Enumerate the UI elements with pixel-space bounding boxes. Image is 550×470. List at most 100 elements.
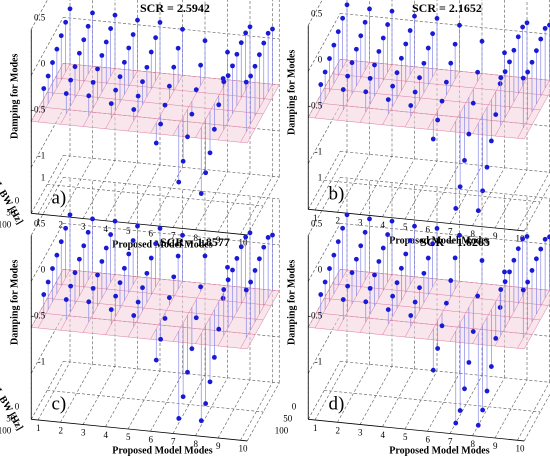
data-point (58, 239, 64, 245)
data-point (380, 35, 386, 41)
y-tick-label: -1 (38, 150, 46, 160)
x-tick-label: 3 (81, 428, 86, 438)
data-point (193, 315, 199, 321)
data-point (131, 313, 137, 318)
data-point (270, 232, 275, 238)
x-tick-label: 2 (59, 425, 64, 435)
data-point (363, 299, 369, 305)
data-point (225, 277, 231, 283)
data-point (135, 223, 140, 229)
data-point (225, 49, 230, 55)
data-point (480, 407, 486, 413)
chart-title: SCR = 1.8577 (160, 235, 230, 249)
data-point (252, 268, 258, 273)
data-point (252, 63, 258, 69)
floor-gridline (427, 163, 460, 222)
data-point (90, 10, 95, 16)
x-axis-label: Proposed Model Modes (112, 239, 212, 250)
data-point (256, 52, 262, 58)
data-point (407, 238, 413, 243)
data-point (434, 226, 440, 231)
data-point (430, 241, 436, 247)
back-wall-gridline (63, 223, 280, 246)
x-tick-label: 7 (448, 437, 453, 447)
x-axis-line (31, 212, 248, 236)
data-point (265, 30, 271, 36)
data-point (247, 24, 253, 30)
data-point (529, 268, 535, 273)
data-point (216, 326, 222, 332)
x-tick-label: 5 (126, 226, 131, 236)
data-point (76, 50, 82, 56)
x-axis-label: Proposed Model Modes (389, 235, 489, 246)
floor-gridline (427, 373, 460, 432)
data-point (113, 87, 119, 93)
data-point (480, 188, 486, 194)
data-point (121, 265, 127, 271)
back-wall-gridline (63, 361, 280, 384)
floor-gridline (517, 172, 550, 231)
data-point (403, 251, 409, 257)
data-point (157, 20, 163, 25)
x-tick-label: 2 (59, 219, 64, 229)
z-tick-label: 0 (15, 401, 20, 411)
data-point (234, 51, 240, 57)
x-tick-label: 6 (426, 224, 431, 234)
floor-gridline (150, 167, 183, 226)
data-point (345, 283, 351, 289)
floor-gridline (240, 176, 273, 235)
data-point (507, 269, 512, 275)
floor-gridline (217, 173, 251, 233)
data-point (335, 239, 341, 245)
data-point (162, 102, 168, 108)
data-point (363, 89, 369, 95)
data-point (126, 45, 132, 51)
data-point (144, 64, 150, 70)
data-point (421, 60, 427, 66)
data-point (475, 422, 481, 428)
data-point (180, 26, 185, 32)
data-point (318, 292, 324, 297)
x-tick-label: 4 (381, 220, 386, 230)
floor-gridline (47, 184, 264, 207)
data-point (466, 131, 472, 137)
floor-gridline (127, 164, 161, 224)
side-wall-gridline (30, 223, 64, 282)
data-point (63, 297, 69, 302)
panel-label: c) (52, 393, 67, 414)
floor-gridline (359, 156, 393, 215)
data-point (353, 46, 359, 52)
data-point (176, 179, 182, 185)
z-tick-label: 100 (0, 219, 12, 229)
data-point (121, 59, 127, 65)
data-point (439, 98, 445, 104)
data-point (140, 79, 145, 85)
data-point (243, 30, 249, 36)
floor-gridline (60, 158, 93, 217)
data-point (67, 6, 73, 12)
data-point (45, 279, 51, 285)
data-point (234, 256, 240, 261)
data-point (189, 111, 195, 117)
z-tick-label: 50 (6, 207, 16, 217)
data-point (54, 46, 60, 52)
data-point (385, 232, 391, 237)
data-point (189, 346, 195, 352)
data-point (117, 74, 123, 80)
floor-gridline (404, 160, 438, 220)
data-point (63, 91, 69, 96)
data-point (367, 216, 372, 222)
data-point (85, 23, 91, 29)
data-point (90, 216, 95, 222)
data-point (362, 19, 368, 25)
data-point (198, 284, 204, 290)
data-point (520, 24, 526, 30)
x-tick-label: 3 (81, 222, 86, 232)
data-point (81, 243, 87, 249)
data-point (327, 56, 332, 61)
data-point (103, 245, 109, 251)
data-point (345, 73, 351, 79)
side-wall-gridline (307, 13, 341, 72)
data-point (515, 34, 521, 40)
